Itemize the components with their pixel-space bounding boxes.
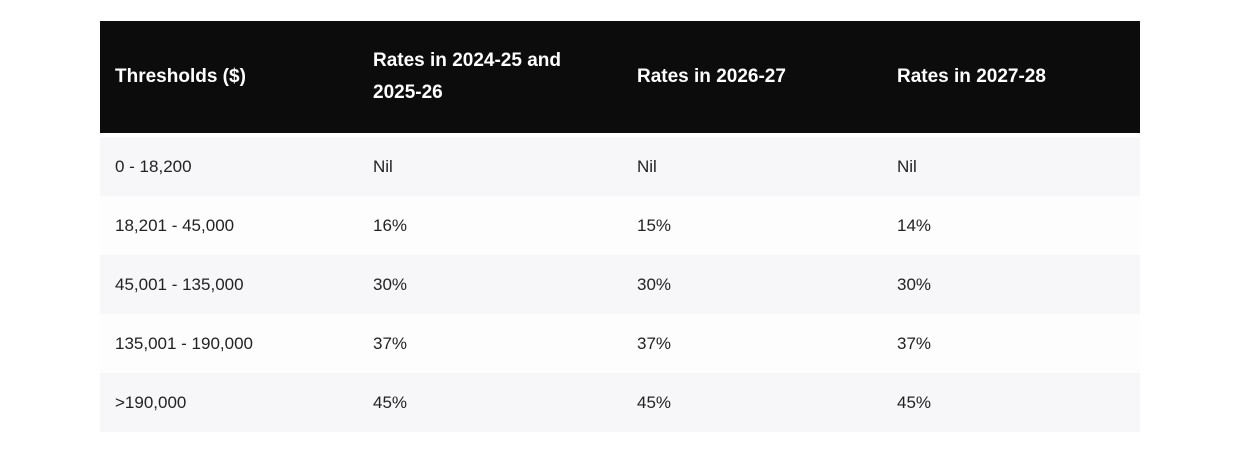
column-header-rates-2026-27: Rates in 2026-27 [622,21,882,137]
cell-threshold: >190,000 [115,392,187,412]
table-body: 0 - 18,200 Nil Nil Nil 18,201 - 45,000 1… [100,135,1140,432]
column-header-label: Rates in 2024-25 and 2025-26 [373,50,561,103]
column-header-rates-2027-28: Rates in 2027-28 [882,21,1140,137]
table-figure: Thresholds ($) Rates in 2024-25 and 2025… [100,21,1140,432]
table-row: 0 - 18,200 Nil Nil Nil [100,135,1140,196]
column-header-rates-2024-25-2025-26: Rates in 2024-25 and 2025-26 [358,21,622,137]
column-header-label: Thresholds ($) [115,66,246,88]
table-row: 45,001 - 135,000 30% 30% 30% [100,255,1140,314]
header-row: Thresholds ($) Rates in 2024-25 and 2025… [100,21,1140,137]
table-header: Thresholds ($) Rates in 2024-25 and 2025… [100,21,1140,137]
cell-rate-2026-27: 45% [637,392,672,412]
column-header-label: Rates in 2026-27 [637,66,786,88]
cell-rate-2024-26: 16% [373,215,408,235]
cell-rate-2024-26: Nil [373,156,393,176]
cell-rate-2027-28: 37% [897,333,932,353]
cell-rate-2024-26: 45% [373,392,408,412]
cell-rate-2024-26: 30% [373,274,408,294]
cell-rate-2027-28: 45% [897,392,932,412]
cell-threshold: 135,001 - 190,000 [115,333,254,353]
table-row: >190,000 45% 45% 45% [100,373,1140,432]
cell-threshold: 18,201 - 45,000 [115,215,235,235]
cell-rate-2026-27: 30% [637,274,672,294]
cell-rate-2026-27: 37% [637,333,672,353]
cell-rate-2027-28: 30% [897,274,932,294]
cell-rate-2027-28: Nil [897,156,917,176]
cell-threshold: 45,001 - 135,000 [115,274,244,294]
table-row: 135,001 - 190,000 37% 37% 37% [100,314,1140,373]
tax-rates-table: Thresholds ($) Rates in 2024-25 and 2025… [100,21,1140,432]
table-row: 18,201 - 45,000 16% 15% 14% [100,196,1140,255]
cell-rate-2027-28: 14% [897,215,932,235]
column-header-thresholds: Thresholds ($) [100,21,358,137]
cell-rate-2024-26: 37% [373,333,408,353]
cell-rate-2026-27: Nil [637,156,657,176]
cell-threshold: 0 - 18,200 [115,156,192,176]
column-header-label: Rates in 2027-28 [897,66,1046,88]
cell-rate-2026-27: 15% [637,215,672,235]
